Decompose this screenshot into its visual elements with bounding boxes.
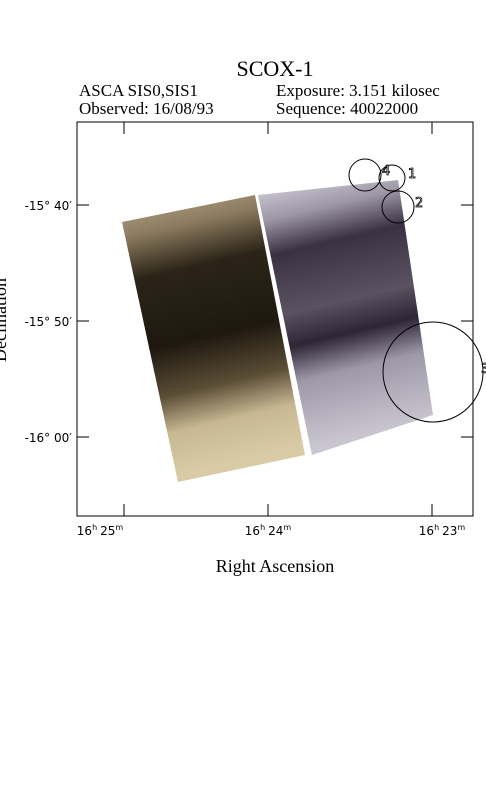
y-tick-label: -15° 50′ xyxy=(25,315,73,329)
x-tick-part: 23 xyxy=(442,524,457,538)
sequence: Sequence: 40022000 xyxy=(276,99,418,118)
source-label: 4 xyxy=(382,164,390,179)
plot-frame xyxy=(76,121,474,517)
x-tick-label: 16h 23m xyxy=(419,523,466,538)
x-tick-part: 16 xyxy=(419,524,434,538)
source-label: 1 xyxy=(408,167,416,182)
observed: Observed: 16/08/93 xyxy=(79,99,214,118)
exposure: Exposure: 3.151 kilosec xyxy=(276,81,440,100)
x-tick-part: 24 xyxy=(268,524,283,538)
x-axis-label: Right Ascension xyxy=(216,556,335,576)
instrument: ASCA SIS0,SIS1 xyxy=(79,81,198,100)
y-tick-label: -15° 40′ xyxy=(25,199,73,213)
x-tick-part: 25 xyxy=(100,524,115,538)
image-sis1 xyxy=(258,180,433,455)
ticks xyxy=(77,122,473,516)
x-tick-part: m xyxy=(283,523,291,532)
x-tick-part: 16 xyxy=(77,524,92,538)
x-tick-label: 16h 25m xyxy=(77,523,124,538)
x-tick-part: h xyxy=(434,523,439,532)
x-tick-part: h xyxy=(260,523,265,532)
title: SCOX-1 xyxy=(236,56,313,81)
image-sis0 xyxy=(122,195,305,482)
source-label: 2 xyxy=(415,196,423,211)
x-tick-part: h xyxy=(92,523,97,532)
x-tick-label: 16h 24m xyxy=(245,523,292,538)
source-circles xyxy=(348,158,484,423)
y-tick-label: -16° 00′ xyxy=(25,431,73,445)
source-label: 3 xyxy=(481,362,486,377)
x-tick-part: m xyxy=(115,523,123,532)
x-tick-part: 16 xyxy=(245,524,260,538)
y-axis-label: Declination xyxy=(0,278,10,362)
x-tick-part: m xyxy=(457,523,465,532)
